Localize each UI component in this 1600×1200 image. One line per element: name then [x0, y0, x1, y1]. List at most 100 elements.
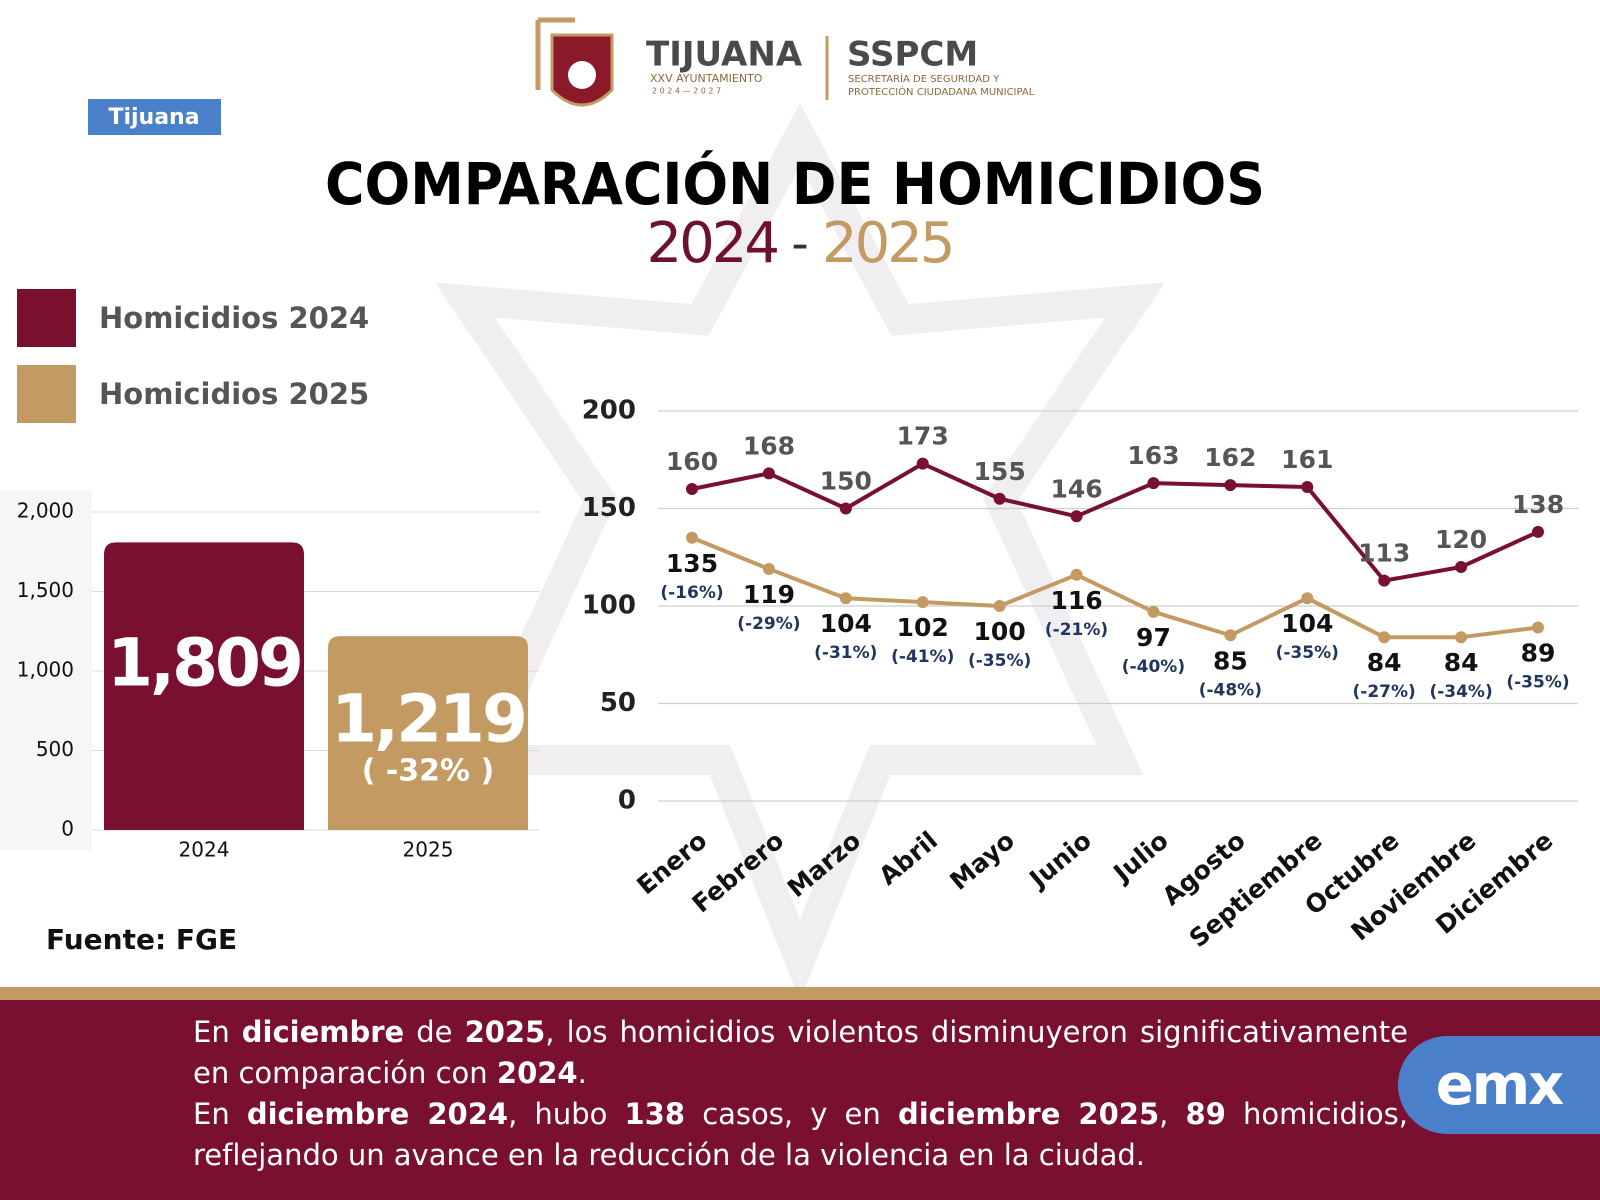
infographic: TIJUANA XXV AYUNTAMIENTO 2 0 2 4 — 2 0 2… [16, 17, 1578, 987]
value-label: 120 [1435, 525, 1487, 554]
title: COMPARACIÓN DE HOMICIDIOS [325, 149, 1265, 218]
value-label: 85 [1213, 646, 1248, 675]
logo-agency-line: PROTECCIÓN CIUDADANA MUNICIPAL [848, 85, 1035, 98]
point [993, 492, 1006, 505]
point [916, 596, 929, 609]
footer-bold-text: 2024 [496, 1056, 578, 1090]
footer-paragraph: En diciembre 2024, hubo 138 casos, y en … [193, 1094, 1408, 1176]
footer-text-run: , [1159, 1097, 1186, 1131]
x-tick-label: Abril [873, 826, 943, 891]
value-label: 89 [1521, 638, 1556, 667]
point [1147, 605, 1160, 618]
point [839, 592, 852, 605]
point [1224, 629, 1237, 642]
point [762, 562, 775, 575]
x-tick-label: 2025 [403, 838, 454, 862]
change-label: (-40%) [1122, 657, 1185, 677]
source: Fuente: FGE [46, 923, 237, 956]
logo-council: XXV AYUNTAMIENTO [650, 72, 763, 85]
footer-text-run: , hubo [508, 1097, 625, 1131]
value-label: 1,809 [107, 624, 301, 701]
change-label: (-34%) [1429, 682, 1492, 702]
footer-bold-text: diciembre [241, 1015, 405, 1049]
y-tick-label: 50 [600, 688, 636, 718]
legend-label: Homicidios 2024 [99, 301, 369, 335]
change-label: (-35%) [968, 651, 1031, 671]
change-label: (-21%) [1045, 620, 1108, 640]
value-label: 84 [1444, 648, 1479, 677]
point [1455, 561, 1468, 573]
value-label: 168 [743, 431, 795, 460]
tag-box [88, 99, 221, 135]
value-label: 161 [1281, 445, 1333, 474]
point [1070, 510, 1083, 523]
y-tick-label: 0 [61, 817, 74, 841]
change-label: (-16%) [660, 583, 723, 603]
line [691, 461, 1539, 583]
value-label: 116 [1050, 586, 1102, 615]
logo-term: 2 0 2 4 — 2 0 2 7 [652, 87, 721, 96]
bar [328, 636, 528, 830]
legend-swatch [17, 365, 76, 423]
x-tick-label: Mayo [944, 826, 1020, 896]
tag: Tijuana [108, 105, 199, 130]
x-tick-label: 2024 [179, 838, 230, 862]
point [762, 467, 775, 480]
point [1224, 479, 1237, 492]
footer-text-run: En [193, 1097, 247, 1131]
value-label: 104 [1281, 609, 1333, 638]
bar-annotation: ( -32% ) [362, 753, 495, 788]
change-label: (-35%) [1506, 672, 1569, 692]
value-label: 104 [820, 609, 872, 638]
logo-agency: SSPCM [847, 35, 978, 75]
watermark-star [435, 103, 1165, 987]
point [916, 457, 929, 470]
point [1455, 631, 1468, 644]
value-label: 100 [974, 617, 1026, 646]
point [1378, 574, 1391, 587]
legend-swatch [17, 289, 76, 347]
value-label: 84 [1367, 648, 1402, 677]
footer-bold-text: 89 [1185, 1097, 1226, 1131]
bar [104, 542, 304, 830]
y-tick-label: 500 [36, 737, 74, 761]
value-label: 146 [1050, 474, 1102, 503]
footer-bold-text: 2025 [464, 1015, 546, 1049]
value-label: 119 [743, 580, 795, 609]
footer-text-run: de [404, 1015, 465, 1049]
logo-agency-line: SECRETARÍA DE SEGURIDAD Y [848, 72, 1000, 85]
change-label: (-48%) [1199, 680, 1262, 700]
value-label: 155 [974, 457, 1026, 486]
change-label: (-29%) [737, 614, 800, 634]
footer-paragraph: En diciembre de 2025, los homicidios vio… [193, 1012, 1408, 1094]
value-label: 113 [1358, 539, 1410, 568]
value-label: 162 [1204, 443, 1256, 472]
footer-text-run: casos, y en [685, 1097, 898, 1131]
point [839, 502, 852, 515]
value-label: 173 [897, 422, 949, 451]
change-label: (-35%) [1276, 643, 1339, 663]
point [1532, 525, 1544, 538]
value-label: 135 [666, 549, 718, 578]
footer: En diciembre de 2025, los homicidios vio… [0, 987, 1600, 1200]
point [1301, 592, 1314, 605]
value-label: 102 [897, 613, 949, 642]
subtitle-separator: - [791, 216, 808, 272]
legend-label: Homicidios 2025 [99, 377, 369, 411]
x-tick-label: Julio [1107, 826, 1174, 889]
footer-text-run: homicidios, reflejando un avance en la r… [193, 1097, 1408, 1172]
value-label: 160 [666, 447, 718, 476]
footer-bold-text: 138 [624, 1097, 686, 1131]
value-label: 138 [1512, 490, 1564, 519]
footer-text-run: , los homicidios violentos disminuyeron … [193, 1015, 1408, 1090]
x-tick-label: Junio [1023, 826, 1097, 895]
point [1378, 631, 1391, 644]
y-tick-label: 1,000 [17, 658, 74, 682]
change-label: (-31%) [814, 643, 877, 663]
logo: TIJUANA XXV AYUNTAMIENTO 2 0 2 4 — 2 0 2… [535, 17, 1035, 107]
footer-bold-text: diciembre 2024 [246, 1097, 509, 1131]
x-tick-label: Septiembre [1184, 826, 1328, 953]
point [686, 531, 698, 544]
y-tick-label: 2,000 [17, 499, 74, 523]
